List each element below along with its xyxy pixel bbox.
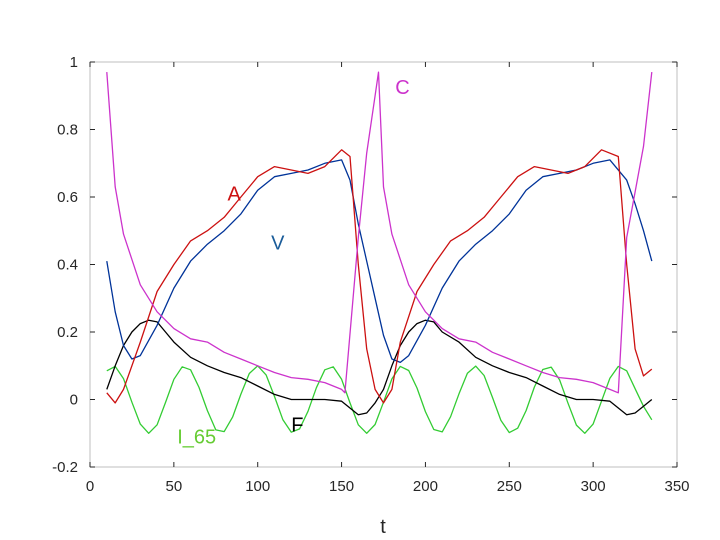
series-label-c: C xyxy=(395,77,409,99)
series-line-a xyxy=(106,149,653,404)
y-tick-label: 0.6 xyxy=(57,189,78,206)
x-tick-label: 100 xyxy=(245,478,270,495)
axes: 0 50 100 150 200 250 300 350 -0.2 0 0.2 0.4 0.6 0.8 1 xyxy=(52,54,689,495)
x-tick-label: 50 xyxy=(166,478,183,495)
series-line-c xyxy=(106,71,653,394)
x-tick-label: 0 xyxy=(86,478,94,495)
y-tick-label: 0 xyxy=(70,392,78,409)
series-labels: C A V F I_65 xyxy=(177,77,409,448)
y-tick-label: 0.8 xyxy=(57,122,78,139)
series-line-i_65 xyxy=(106,365,653,434)
y-tick-label: 1 xyxy=(70,54,78,71)
x-tick-label: 350 xyxy=(664,478,689,495)
x-tick-label: 150 xyxy=(329,478,354,495)
x-tick-label: 300 xyxy=(581,478,606,495)
x-tick-label: 200 xyxy=(413,478,438,495)
series-layer xyxy=(106,71,653,434)
x-tick-label: 250 xyxy=(497,478,522,495)
y-tick-label: -0.2 xyxy=(52,459,78,476)
y-tick-label: 0.2 xyxy=(57,324,78,341)
series-label-v: V xyxy=(271,232,285,254)
series-label-a: A xyxy=(228,183,242,205)
x-axis-label: t xyxy=(380,516,386,538)
series-label-i_65: I_65 xyxy=(177,426,216,448)
series-label-f: F xyxy=(291,415,303,437)
y-tick-label: 0.4 xyxy=(57,257,78,274)
plot-area xyxy=(89,61,678,468)
